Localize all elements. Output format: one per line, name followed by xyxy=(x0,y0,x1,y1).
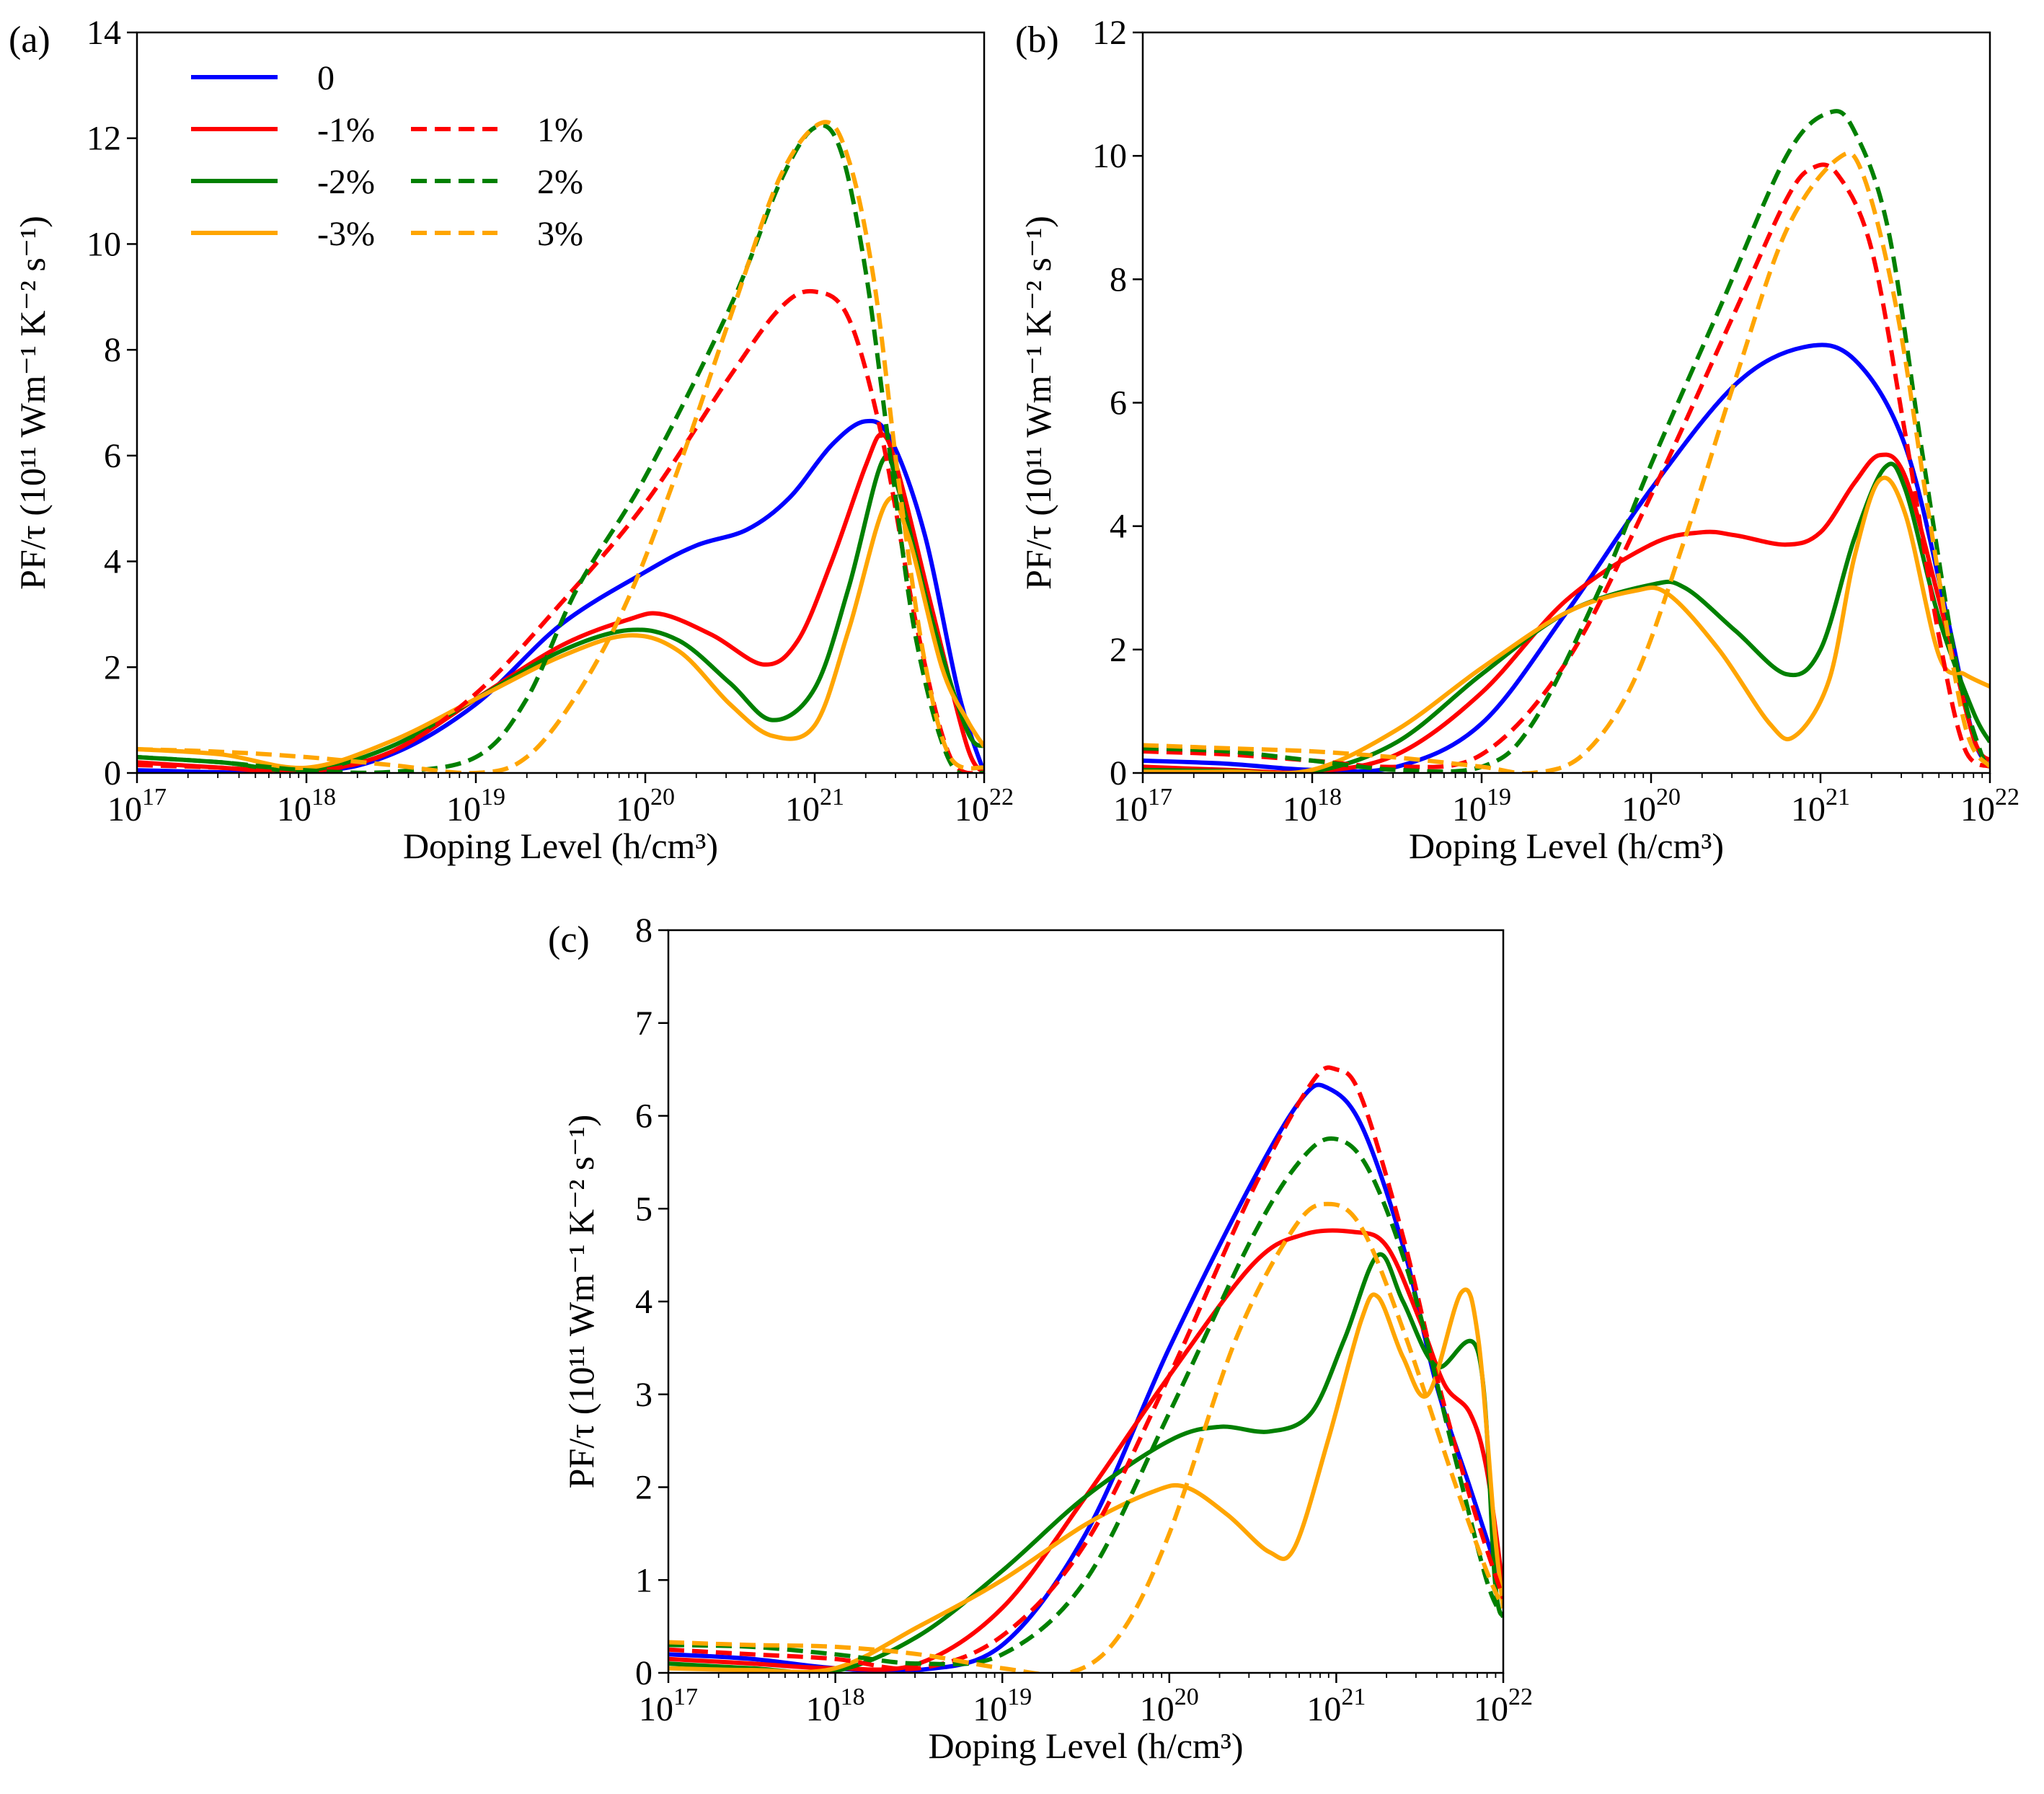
x-tick-label: 1021 xyxy=(1791,784,1850,828)
x-tick-label: 1022 xyxy=(1474,1684,1533,1728)
y-tick-label: 2 xyxy=(104,648,121,686)
series-line-3pct xyxy=(137,120,984,773)
x-axis-label: Doping Level (h/cm³) xyxy=(403,826,718,866)
panel-label: (c) xyxy=(548,919,590,960)
x-axis-label: Doping Level (h/cm³) xyxy=(1409,826,1724,866)
x-tick-label: 1018 xyxy=(277,784,336,828)
y-tick-label: 10 xyxy=(87,225,121,263)
series-line-1pct xyxy=(668,1228,1503,1672)
x-tick-label: 1020 xyxy=(616,784,675,828)
legend-label-3pct: -3% xyxy=(317,215,375,253)
y-tick-label: 2 xyxy=(635,1469,652,1507)
y-tick-label: 1 xyxy=(635,1561,652,1599)
y-tick-label: 10 xyxy=(1092,137,1127,175)
y-tick-label: 2 xyxy=(1110,631,1127,669)
x-tick-label: 1017 xyxy=(107,784,167,828)
legend-label-0: 0 xyxy=(317,59,335,97)
x-tick-label: 1018 xyxy=(806,1684,865,1728)
legend-label-2pct: 2% xyxy=(537,163,583,201)
series-line-3pct xyxy=(137,495,984,771)
y-tick-label: 8 xyxy=(635,911,652,950)
series-line-3pct xyxy=(1143,151,1990,773)
series-line-2pct xyxy=(1143,109,1990,773)
panel-label: (a) xyxy=(9,19,50,61)
x-tick-label: 1022 xyxy=(955,784,1014,828)
y-tick-label: 4 xyxy=(104,543,121,581)
axes-frame xyxy=(667,929,1505,1674)
y-tick-label: 12 xyxy=(87,120,121,158)
axes-frame xyxy=(136,31,986,774)
legend-label-1pct: 1% xyxy=(537,111,583,149)
series-line-1pct xyxy=(1143,162,1990,769)
y-axis-label: PF/τ (10¹¹ Wm⁻¹ K⁻² s⁻¹) xyxy=(1018,216,1058,590)
x-tick-label: 1019 xyxy=(446,784,505,828)
y-tick-label: 5 xyxy=(635,1190,652,1228)
y-tick-label: 0 xyxy=(104,754,121,792)
x-tick-label: 1017 xyxy=(639,1684,698,1728)
y-tick-label: 8 xyxy=(104,331,121,369)
x-tick-label: 1022 xyxy=(1960,784,2019,828)
legend-label-1pct: -1% xyxy=(317,111,375,149)
x-tick-label: 1021 xyxy=(785,784,844,828)
series-line-2pct xyxy=(137,453,984,773)
series-group xyxy=(137,120,984,773)
legend: 0 -1% 1% -2% 2% -3% 3% xyxy=(191,59,583,253)
panel-label: (b) xyxy=(1015,19,1059,61)
y-tick-label: 8 xyxy=(1110,260,1127,299)
legend-label-2pct: -2% xyxy=(317,163,375,201)
series-group xyxy=(1143,109,1990,773)
series-line-3pct xyxy=(1143,475,1990,773)
y-tick-label: 6 xyxy=(635,1097,652,1136)
series-line-0 xyxy=(137,418,984,773)
x-tick-label: 1017 xyxy=(1113,784,1172,828)
y-axis-label: PF/τ (10¹¹ Wm⁻¹ K⁻² s⁻¹) xyxy=(12,216,53,590)
x-tick-label: 1018 xyxy=(1283,784,1342,828)
series-line-2pct xyxy=(668,1252,1503,1673)
x-axis-label: Doping Level (h/cm³) xyxy=(928,1725,1243,1766)
y-tick-label: 4 xyxy=(635,1283,652,1321)
series-line-2pct xyxy=(137,123,984,773)
panel-a: 1017 1018 1019 1020 1021 1022 0 2 4 6 8 10 12 14 Dopin… xyxy=(9,14,1014,866)
y-tick-label: 6 xyxy=(104,437,121,475)
y-tick-label: 6 xyxy=(1110,384,1127,423)
y-tick-label: 0 xyxy=(635,1654,652,1692)
x-tick-label: 1020 xyxy=(1140,1684,1199,1728)
legend-label-3pct: 3% xyxy=(537,215,583,253)
x-tick-label: 1019 xyxy=(973,1684,1032,1728)
y-tick-label: 12 xyxy=(1092,14,1127,52)
series-line-0 xyxy=(1143,343,1990,773)
series-line-1pct xyxy=(137,288,984,773)
series-line-1pct xyxy=(137,432,984,773)
series-line-3pct xyxy=(668,1201,1503,1673)
x-tick-label: 1021 xyxy=(1306,1684,1366,1728)
panel-c: 1017 1018 1019 1020 1021 1022 0 1 2 3 4 5 6 7 8 Doping … xyxy=(548,911,1533,1766)
series-group xyxy=(668,1065,1503,1673)
series-line-0 xyxy=(668,1082,1503,1673)
series-line-2pct xyxy=(668,1136,1503,1667)
y-axis-label: PF/τ (10¹¹ Wm⁻¹ K⁻² s⁻¹) xyxy=(561,1115,601,1489)
y-tick-label: 0 xyxy=(1110,754,1127,792)
series-line-3pct xyxy=(668,1287,1503,1673)
y-tick-label: 7 xyxy=(635,1004,652,1043)
panel-b: 1017 1018 1019 1020 1021 1022 0 2 4 6 8 10 12 Doping … xyxy=(1015,14,2019,866)
x-tick-label: 1019 xyxy=(1452,784,1511,828)
x-tick-label: 1020 xyxy=(1622,784,1681,828)
series-line-1pct xyxy=(668,1065,1503,1671)
y-tick-label: 3 xyxy=(635,1376,652,1414)
series-line-2pct xyxy=(1143,461,1990,773)
y-tick-label: 4 xyxy=(1110,508,1127,546)
y-tick-label: 14 xyxy=(87,14,121,52)
